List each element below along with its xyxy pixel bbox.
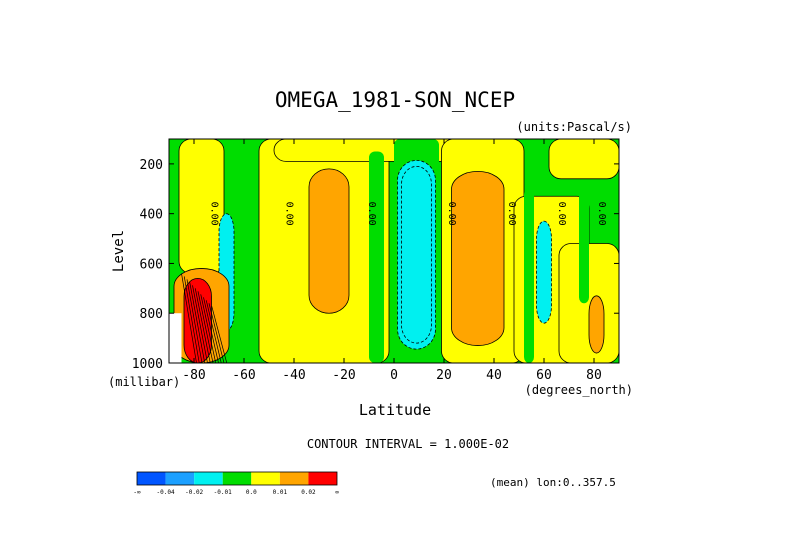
yellow-band-5	[548, 138, 620, 180]
colorbar-swatch-6	[308, 472, 337, 485]
steep-contour-2	[186, 279, 203, 364]
steep-contour-0	[181, 273, 197, 364]
y-unit-label: (millibar)	[108, 375, 180, 389]
colorbar-swatch-3	[222, 472, 252, 485]
contour-labels: 0.00 0.00 0.00 0.00 0.00 0.00 0.00	[209, 202, 608, 226]
x-tick-label--40: -40	[282, 368, 305, 383]
chart-title: OMEGA_1981-SON_NCEP	[275, 88, 515, 112]
colorbar-swatch-4	[251, 472, 280, 485]
region-trop-ascent-eq	[401, 165, 432, 344]
contour-fields	[169, 138, 620, 364]
colorbar-label-3: -0.01	[214, 489, 232, 496]
y-tick-label-600: 600	[140, 257, 163, 272]
contour-label-2: 0.00	[366, 202, 377, 226]
y-tick-label-1000: 1000	[132, 357, 163, 372]
steep-contour-3	[189, 282, 206, 364]
green-gap-0	[239, 186, 254, 363]
steep-contour-7	[200, 294, 217, 364]
steep-contour-10	[208, 303, 225, 364]
y-axis: 200 400 600 800 1000	[132, 158, 619, 372]
contour-label-0: 0.00	[209, 202, 220, 226]
colorbar-frame	[136, 471, 338, 486]
steep-contour-8	[203, 297, 219, 364]
region-trop-subsidence-s	[308, 168, 350, 314]
contour-label-4: 0.00	[506, 202, 517, 226]
colorbar-swatch-1	[165, 472, 195, 485]
y-tick-label-200: 200	[140, 158, 163, 173]
steep-contour-11	[211, 306, 228, 364]
colorbar-label-2: -0.02	[185, 489, 203, 496]
contour-interval-text: CONTOUR INTERVAL = 1.000E-02	[307, 437, 509, 451]
y-tick-label-400: 400	[140, 208, 163, 223]
x-tick-label-20: 20	[436, 368, 452, 383]
steep-contour-1	[183, 276, 200, 364]
colorbar-swatch-2	[194, 472, 223, 485]
colorbar-label-5: 0.01	[273, 489, 288, 496]
green-gap-1	[369, 151, 384, 363]
steep-contour-6	[197, 291, 214, 364]
contour-label-3: 0.00	[446, 202, 457, 226]
colorbar: -∞ -0.04 -0.02 -0.01 0.0 0.01 0.02 ∞	[133, 471, 339, 496]
x-tick-label--60: -60	[232, 368, 255, 383]
y-tick-label-800: 800	[140, 307, 163, 322]
steep-contour-4	[192, 285, 208, 364]
colorbar-label-7: ∞	[335, 489, 339, 496]
x-tick-label--20: -20	[332, 368, 355, 383]
x-axis-label: Latitude	[359, 401, 431, 419]
green-gap-4	[579, 183, 589, 304]
region-polar-orange-n	[588, 295, 605, 354]
colorbar-label-1: -0.04	[157, 489, 175, 496]
steep-contour-5	[194, 288, 211, 364]
contour-lines	[181, 273, 228, 364]
x-tick-label-0: 0	[390, 368, 398, 383]
colorbar-label-4: 0.0	[246, 489, 257, 496]
x-tick-label-60: 60	[536, 368, 552, 383]
colorbar-label-0: -∞	[133, 489, 141, 496]
colorbar-swatch-0	[137, 472, 166, 485]
units-label: (units:Pascal/s)	[516, 120, 632, 134]
contour-label-6: 0.00	[596, 202, 607, 226]
below-ground-mask	[169, 313, 182, 363]
contour-label-5: 0.00	[556, 202, 567, 226]
x-tick-label-80: 80	[586, 368, 602, 383]
contour-label-1: 0.00	[284, 202, 295, 226]
region-sub-ascent-n	[536, 220, 552, 324]
y-axis-label: Level	[111, 230, 127, 272]
green-gap-3	[524, 188, 534, 363]
plot-area: 0.00 0.00 0.00 0.00 0.00 0.00 0.00	[168, 138, 620, 364]
mean-lon-text: (mean) lon:0..357.5	[490, 476, 616, 489]
colorbar-swatch-5	[279, 472, 309, 485]
x-unit-label: (degrees_north)	[525, 383, 633, 397]
x-tick-label-40: 40	[486, 368, 502, 383]
x-tick-label--80: -80	[182, 368, 205, 383]
x-axis: -80 -60 -40 -20 0 20 40 60 80	[182, 139, 602, 383]
region-trop-subsidence-n	[451, 170, 505, 346]
colorbar-label-6: 0.02	[301, 489, 316, 496]
steep-contour-9	[205, 300, 222, 364]
